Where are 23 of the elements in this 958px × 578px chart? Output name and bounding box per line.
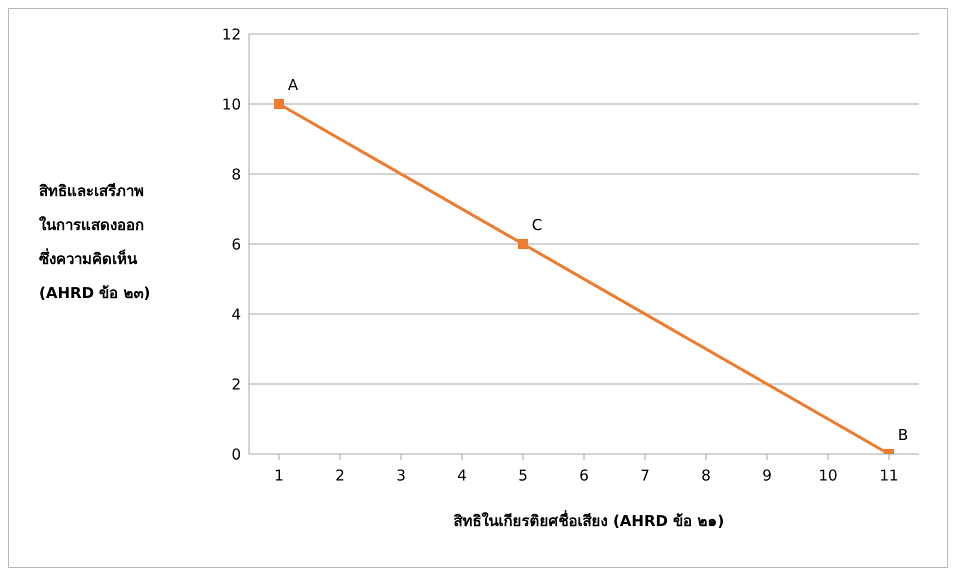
- y-tick-label: 4: [231, 305, 241, 324]
- x-tick-label: 8: [701, 466, 711, 485]
- x-tick-label: 3: [396, 466, 406, 485]
- x-tick-label: 11: [879, 466, 899, 485]
- y-tick-label: 12: [222, 25, 241, 44]
- annotation: A: [288, 76, 299, 94]
- x-tick-label: 7: [640, 466, 650, 485]
- x-tick-label: 10: [818, 466, 838, 485]
- annotation: C: [532, 216, 542, 234]
- y-axis-title: สิทธิและเสรีภาพ ในการแสดงออก ซึ่งความคิดเห็น (AHRD ข้อ ๒๓): [39, 181, 152, 304]
- x-tick-label: 6: [579, 466, 589, 485]
- x-axis-title: สิทธิในเกียรติยศชื่อเสียง (AHRD ข้อ ๒๑): [452, 509, 726, 532]
- x-tick-label: 2: [335, 466, 345, 485]
- y-tick-label: 10: [222, 95, 241, 114]
- annotation: B: [898, 426, 908, 444]
- y-tick-label: 8: [231, 165, 241, 184]
- y-tick-label: 6: [231, 235, 241, 254]
- y-tick-label: 0: [231, 445, 241, 464]
- y-tick-label: 2: [231, 375, 241, 394]
- x-tick-label: 4: [457, 466, 467, 485]
- x-tick-label: 1: [274, 466, 284, 485]
- x-tick-label: 5: [518, 466, 528, 485]
- x-tick-label: 9: [762, 466, 772, 485]
